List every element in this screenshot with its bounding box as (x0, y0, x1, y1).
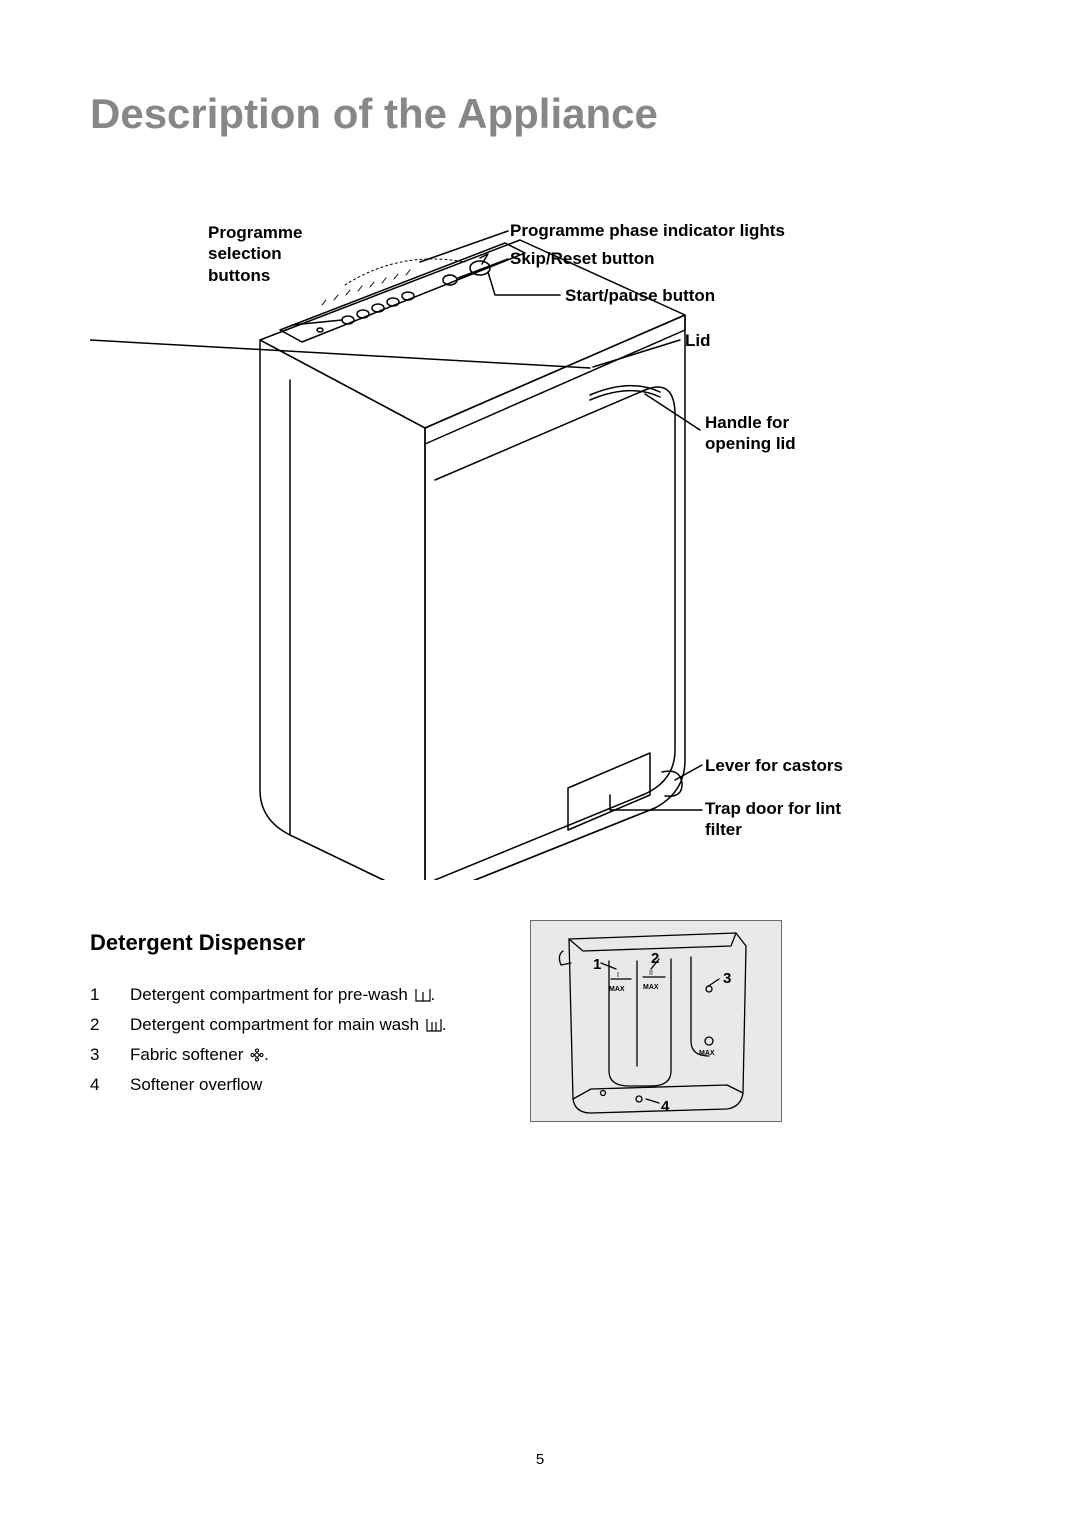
flower-icon (250, 1047, 264, 1067)
page-root: Description of the Appliance (0, 0, 1080, 1528)
list-item: 3 Fabric softener . (90, 1045, 510, 1067)
dispenser-svg: 1 2 3 4 MAX MAX MAX I II (531, 921, 781, 1121)
fig-max-3: MAX (699, 1050, 715, 1057)
callout-phase-lights: Programme phase indicator lights (510, 220, 785, 241)
prewash-icon (415, 987, 431, 1007)
fig-max-1: MAX (609, 986, 625, 993)
list-number: 4 (90, 1075, 130, 1095)
fig-label-2: 2 (651, 950, 659, 967)
fig-label-1: 1 (593, 956, 601, 973)
callout-programme-selection: Programme selection buttons (208, 222, 302, 286)
dispenser-figure: 1 2 3 4 MAX MAX MAX I II (530, 920, 782, 1122)
callout-handle: Handle for opening lid (705, 412, 796, 455)
page-title: Description of the Appliance (90, 90, 658, 138)
callout-lever: Lever for castors (705, 755, 843, 776)
callout-start-pause: Start/pause button (565, 285, 715, 306)
svg-text:I: I (617, 972, 619, 979)
list-item: 1 Detergent compartment for pre-wash . (90, 985, 510, 1007)
list-label: Detergent compartment for pre-wash (130, 985, 408, 1004)
list-text: Detergent compartment for main wash . (130, 1015, 510, 1037)
list-label: Detergent compartment for main wash (130, 1015, 419, 1034)
list-label: Fabric softener (130, 1045, 243, 1064)
dispenser-heading: Detergent Dispenser (90, 930, 305, 956)
callout-trap-door: Trap door for lint filter (705, 798, 841, 841)
callout-lid: Lid (685, 330, 711, 351)
list-number: 1 (90, 985, 130, 1005)
appliance-diagram: Programme selection buttons Programme ph… (90, 180, 990, 880)
dispenser-list: 1 Detergent compartment for pre-wash . 2… (90, 985, 510, 1103)
mainwash-icon (426, 1017, 442, 1037)
svg-text:II: II (649, 970, 653, 977)
list-trailing: . (264, 1045, 269, 1064)
fig-max-2: MAX (643, 984, 659, 991)
list-label: Softener overflow (130, 1075, 262, 1094)
list-item: 2 Detergent compartment for main wash . (90, 1015, 510, 1037)
list-text: Softener overflow (130, 1075, 510, 1095)
list-number: 3 (90, 1045, 130, 1065)
list-item: 4 Softener overflow (90, 1075, 510, 1095)
list-text: Fabric softener . (130, 1045, 510, 1067)
fig-label-4: 4 (661, 1098, 670, 1115)
list-trailing: . (442, 1015, 447, 1034)
list-number: 2 (90, 1015, 130, 1035)
list-trailing: . (431, 985, 436, 1004)
page-number: 5 (0, 1451, 1080, 1468)
fig-label-3: 3 (723, 970, 731, 987)
list-text: Detergent compartment for pre-wash . (130, 985, 510, 1007)
callout-skip-reset: Skip/Reset button (510, 248, 655, 269)
